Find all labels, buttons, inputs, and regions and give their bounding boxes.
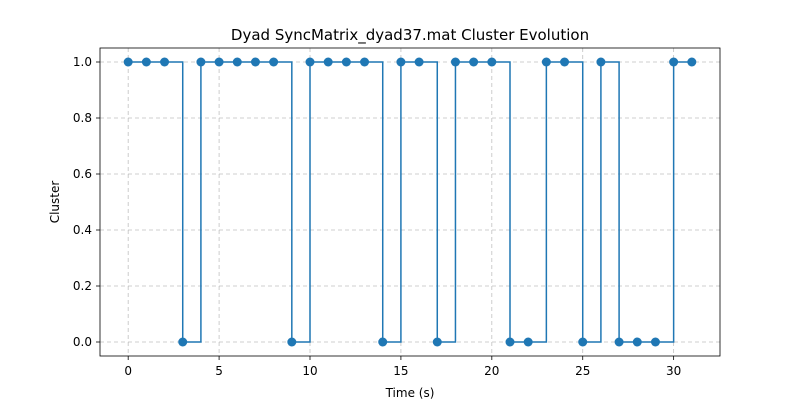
x-tick-label: 20 bbox=[484, 364, 499, 378]
data-point bbox=[378, 337, 388, 347]
data-point bbox=[269, 57, 279, 67]
data-point bbox=[669, 57, 679, 67]
data-point bbox=[250, 57, 260, 67]
y-tick-label: 0.8 bbox=[73, 111, 92, 125]
y-tick-label: 0.4 bbox=[73, 223, 92, 237]
data-point bbox=[123, 57, 133, 67]
data-point bbox=[323, 57, 333, 67]
series-line bbox=[128, 61, 692, 343]
data-point bbox=[178, 337, 188, 347]
data-point bbox=[141, 57, 151, 67]
data-point bbox=[196, 57, 206, 67]
data-point bbox=[614, 337, 624, 347]
series-layer bbox=[123, 57, 697, 347]
data-point bbox=[650, 337, 660, 347]
data-point bbox=[432, 337, 442, 347]
y-tick-label: 0.6 bbox=[73, 167, 92, 181]
x-tick-label: 15 bbox=[393, 364, 408, 378]
ticks: 0 5 10 15 20 25 30 0.0 0.2 0.4 0.6 0.8 1.0 bbox=[73, 55, 681, 378]
data-point bbox=[396, 57, 406, 67]
data-point bbox=[596, 57, 606, 67]
data-point bbox=[214, 57, 224, 67]
data-point bbox=[560, 57, 570, 67]
y-tick-label: 1.0 bbox=[73, 55, 92, 69]
data-point bbox=[287, 337, 297, 347]
x-axis-label: Time (s) bbox=[385, 386, 435, 400]
plot-frame bbox=[99, 47, 721, 357]
data-point bbox=[305, 57, 315, 67]
x-tick-label: 5 bbox=[215, 364, 223, 378]
data-point bbox=[414, 57, 424, 67]
data-point bbox=[450, 57, 460, 67]
y-tick-label: 0.2 bbox=[73, 279, 92, 293]
data-point bbox=[523, 337, 533, 347]
data-point bbox=[632, 337, 642, 347]
x-tick-label: 25 bbox=[575, 364, 590, 378]
x-tick-label: 10 bbox=[302, 364, 317, 378]
y-axis-label: Cluster bbox=[48, 181, 62, 224]
data-point bbox=[360, 57, 370, 67]
data-point bbox=[541, 57, 551, 67]
x-tick-label: 30 bbox=[666, 364, 681, 378]
data-point bbox=[341, 57, 351, 67]
data-point bbox=[487, 57, 497, 67]
data-point bbox=[160, 57, 170, 67]
x-tick-label: 0 bbox=[124, 364, 132, 378]
grid bbox=[100, 48, 720, 356]
chart-title: Dyad SyncMatrix_dyad37.mat Cluster Evolu… bbox=[231, 26, 589, 45]
data-point bbox=[232, 57, 242, 67]
data-point bbox=[505, 337, 515, 347]
y-tick-label: 0.0 bbox=[73, 335, 92, 349]
data-point bbox=[687, 57, 697, 67]
data-point bbox=[578, 337, 588, 347]
data-point bbox=[469, 57, 479, 67]
